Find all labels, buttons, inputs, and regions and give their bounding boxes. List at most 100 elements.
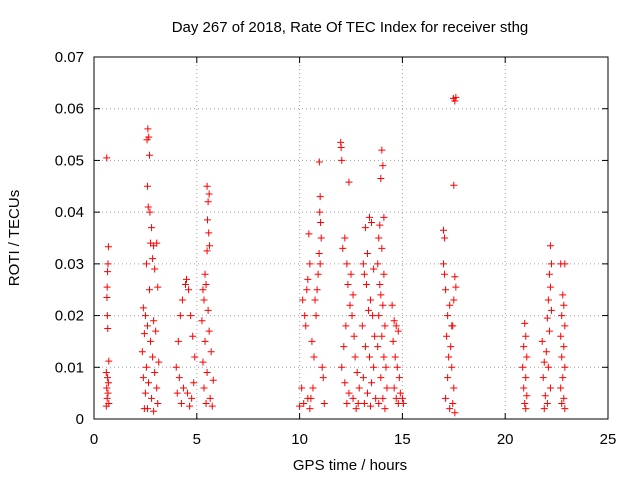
data-point <box>444 312 452 320</box>
y-axis-label: ROTI / TECUs <box>6 190 23 286</box>
data-point <box>299 296 307 304</box>
data-point <box>359 260 367 268</box>
data-point <box>317 218 325 226</box>
data-point <box>154 283 162 291</box>
data-point <box>141 312 149 320</box>
data-point <box>339 244 347 252</box>
data-point <box>441 234 449 242</box>
data-point <box>375 234 383 242</box>
data-point <box>379 301 387 309</box>
data-point <box>451 273 459 281</box>
data-point <box>393 363 401 371</box>
data-point <box>378 146 386 154</box>
data-point <box>539 374 547 382</box>
data-point <box>146 208 154 216</box>
data-point <box>189 332 197 340</box>
data-point <box>395 374 403 382</box>
data-point <box>452 283 460 291</box>
data-point <box>304 275 312 283</box>
data-point <box>198 317 206 325</box>
y-tick-label: 0.07 <box>55 49 84 66</box>
data-point <box>200 384 208 392</box>
data-point <box>302 322 310 330</box>
data-point <box>368 218 376 226</box>
data-point <box>388 301 396 309</box>
data-point <box>561 322 569 330</box>
data-point <box>544 296 552 304</box>
data-point <box>151 368 159 376</box>
data-point <box>312 312 320 320</box>
data-point <box>381 322 389 330</box>
data-point <box>172 363 180 371</box>
data-points <box>102 93 569 417</box>
data-point <box>392 394 400 402</box>
data-point <box>379 394 387 402</box>
data-point <box>139 304 147 312</box>
data-point <box>150 317 158 325</box>
data-point <box>547 260 555 268</box>
data-point <box>559 374 567 382</box>
data-point <box>520 343 528 351</box>
data-point <box>543 314 551 322</box>
data-point <box>144 379 152 387</box>
data-point <box>303 286 311 294</box>
data-point <box>186 402 194 410</box>
data-point <box>383 384 391 392</box>
data-point <box>441 270 449 278</box>
data-point <box>105 357 113 365</box>
plot-frame <box>93 56 609 420</box>
data-point <box>398 394 406 402</box>
data-point <box>306 405 314 413</box>
data-point <box>361 343 369 351</box>
data-point <box>367 296 375 304</box>
data-point <box>379 162 387 170</box>
data-point <box>541 392 549 400</box>
data-point <box>103 283 111 291</box>
data-point <box>307 394 315 402</box>
data-point <box>378 244 386 252</box>
data-point <box>390 384 398 392</box>
data-point <box>150 407 158 415</box>
data-point <box>205 190 213 198</box>
data-point <box>561 363 569 371</box>
data-point <box>139 374 147 382</box>
data-point <box>153 239 161 247</box>
data-point <box>540 358 548 366</box>
data-point <box>389 337 397 345</box>
x-tick-label: 15 <box>394 431 411 448</box>
data-point <box>444 374 452 382</box>
data-point <box>446 301 454 309</box>
data-point <box>450 384 458 392</box>
data-point <box>320 399 328 407</box>
data-point <box>317 234 325 242</box>
data-point <box>450 296 458 304</box>
data-point <box>360 270 368 278</box>
data-point <box>176 312 184 320</box>
data-point <box>345 389 353 397</box>
data-point <box>147 337 155 345</box>
x-tick-label: 5 <box>193 431 201 448</box>
data-point <box>396 389 404 397</box>
data-point <box>443 332 451 340</box>
data-point <box>343 260 351 268</box>
data-point <box>345 178 353 186</box>
data-point <box>184 389 192 397</box>
data-point <box>370 363 378 371</box>
x-tick-label: 10 <box>291 431 308 448</box>
data-point <box>142 260 150 268</box>
data-point <box>349 291 357 299</box>
data-point <box>353 368 361 376</box>
data-point <box>201 337 209 345</box>
data-point <box>201 270 209 278</box>
data-point <box>301 312 309 320</box>
data-point <box>142 363 150 371</box>
data-point <box>349 394 357 402</box>
data-point <box>340 343 348 351</box>
data-point <box>359 374 367 382</box>
data-point <box>546 283 554 291</box>
data-point <box>450 181 458 189</box>
data-point <box>185 286 193 294</box>
data-point <box>102 368 110 376</box>
data-point <box>376 281 384 289</box>
